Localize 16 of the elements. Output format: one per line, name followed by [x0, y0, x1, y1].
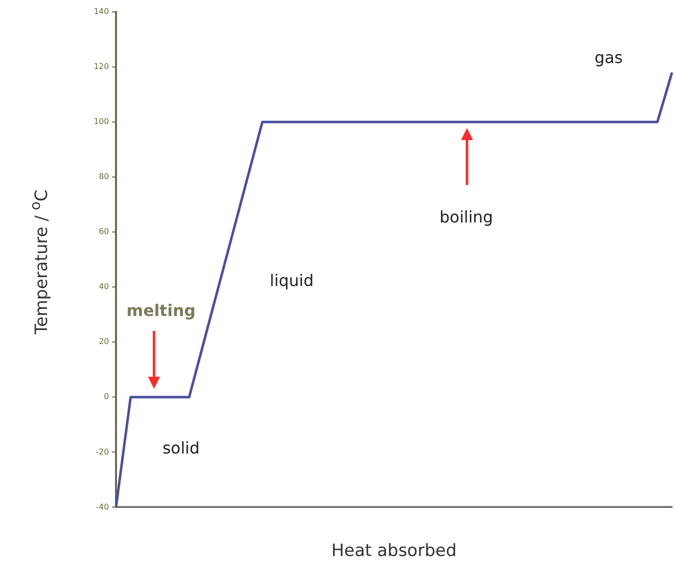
x-axis-title: Heat absorbed — [331, 541, 457, 562]
annotation: liquid — [270, 270, 314, 290]
y-tick-label: 80 — [98, 172, 109, 182]
y-tick-label: 140 — [94, 7, 109, 16]
y-tick-label: 0 — [104, 392, 109, 402]
annotation: solid — [162, 438, 200, 458]
y-tick-label: 60 — [98, 227, 109, 236]
y-tick-label: 40 — [98, 282, 109, 292]
y-tick-label: -40 — [96, 502, 109, 512]
y-tick-label: 20 — [98, 337, 109, 346]
annotation: boiling — [439, 207, 494, 226]
y-tick-label: -20 — [96, 447, 109, 456]
y-tick-label: 120 — [94, 62, 109, 72]
annotation: melting — [126, 301, 196, 320]
annotation: gas — [594, 48, 623, 67]
y-tick-label: 100 — [94, 117, 109, 126]
